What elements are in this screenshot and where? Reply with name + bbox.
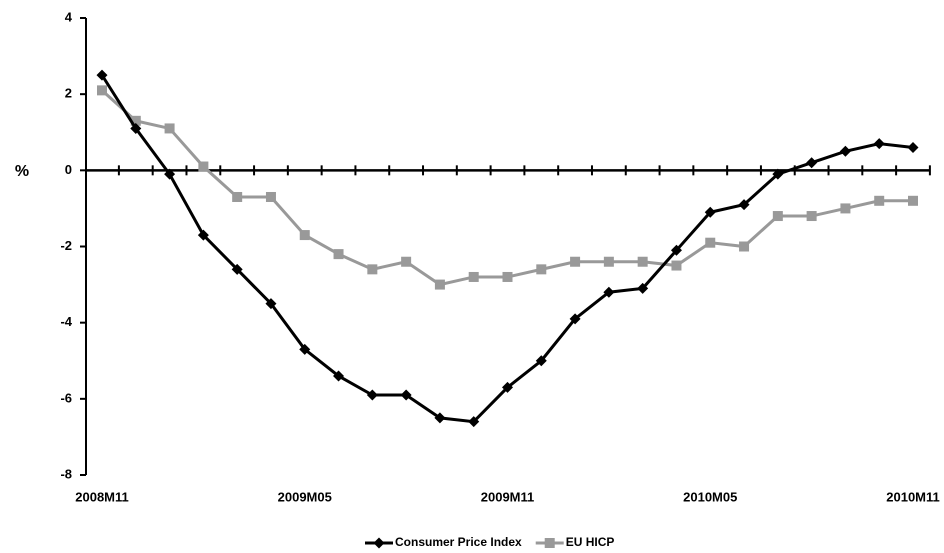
marker [705,237,716,248]
marker [502,271,513,282]
marker [873,138,885,150]
y-axis-label: % [15,163,29,180]
marker [907,141,919,153]
legend-marker [373,537,385,549]
marker [502,381,513,393]
marker [570,256,581,267]
marker [198,161,209,172]
series [96,69,919,428]
marker [806,211,817,222]
marker [130,122,142,134]
series [97,85,918,290]
marker [772,211,783,222]
marker [434,412,446,424]
marker [637,282,649,294]
marker [401,256,412,267]
x-tick-label: 2010M11 [886,489,940,504]
series-line [100,74,914,424]
y-tick-label: 4 [65,9,73,24]
marker [468,416,480,428]
marker [367,264,378,275]
marker [164,123,175,134]
marker [535,355,547,367]
marker [806,157,818,169]
marker [197,229,209,241]
legend-marker [544,538,555,548]
marker [738,199,750,211]
marker [637,256,648,267]
marker [704,206,716,218]
y-tick-label: 2 [65,86,72,101]
marker [400,389,412,401]
marker [670,244,682,256]
x-tick-label: 2008M11 [75,489,129,504]
legend-label: Consumer Price Index [395,535,522,549]
y-tick-label: -8 [60,466,72,481]
marker [299,230,310,241]
marker [164,168,176,180]
marker [97,85,107,96]
marker [739,241,750,252]
y-tick-label: -2 [60,238,72,253]
y-tick-label: 0 [65,162,72,177]
marker [333,370,345,382]
marker [333,249,344,260]
marker [299,343,311,355]
marker [265,191,276,202]
marker [232,191,243,202]
x-tick-label: 2010M05 [683,489,737,504]
legend-label: EU HICP [566,535,615,549]
y-tick-label: -6 [60,390,72,405]
x-tick-label: 2009M05 [278,489,332,504]
marker [130,115,141,126]
y-tick-label: -4 [60,314,72,329]
marker [874,195,885,206]
marker [840,203,851,214]
marker [536,264,547,275]
marker [603,286,615,298]
marker [603,256,614,267]
marker [671,260,682,271]
marker [839,145,851,157]
marker [366,389,378,401]
x-tick-label: 2009M11 [481,489,535,504]
marker [468,271,479,282]
marker [908,195,918,206]
marker [265,298,277,310]
marker [772,168,784,180]
marker [96,69,108,81]
marker [434,279,445,290]
marker [569,313,581,325]
marker [231,263,243,275]
